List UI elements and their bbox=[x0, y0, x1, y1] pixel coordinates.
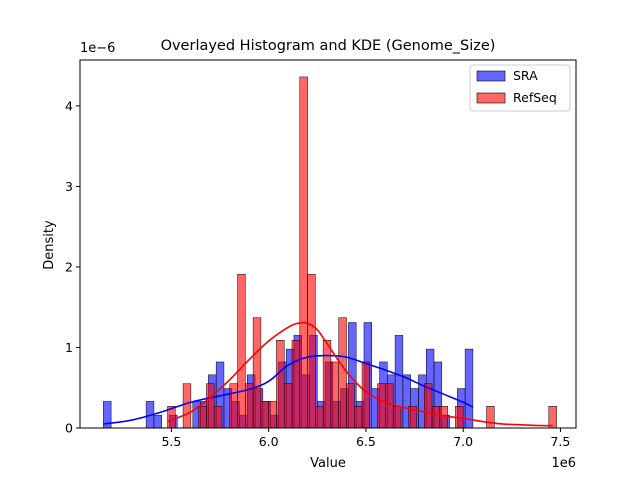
refseq-kde-line bbox=[167, 321, 553, 427]
refseq-histogram-bar bbox=[424, 383, 433, 429]
sra-kde-line bbox=[103, 354, 474, 425]
refseq-histogram-bar bbox=[361, 361, 371, 429]
refseq-histogram-bar bbox=[291, 339, 301, 429]
x-axis-label: Value bbox=[310, 456, 346, 471]
y-tick-label: 3 bbox=[65, 179, 73, 194]
x-tick-label: 7.5 bbox=[550, 434, 570, 449]
refseq-histogram-bar bbox=[299, 76, 308, 429]
refseq-histogram-bar bbox=[260, 401, 269, 429]
refseq-histogram-bar bbox=[486, 406, 495, 429]
refseq-histogram-bar bbox=[307, 273, 316, 429]
x-tick-label: 7.0 bbox=[453, 434, 473, 449]
refseq-histogram-bar bbox=[213, 406, 223, 429]
legend: SRA RefSeq bbox=[469, 64, 571, 112]
refseq-histogram-bar bbox=[229, 383, 238, 429]
x-tick-label: 5.5 bbox=[161, 434, 181, 449]
y-offset-label: 1e−6 bbox=[80, 41, 115, 56]
refseq-histogram-bar bbox=[338, 317, 347, 429]
legend-sra-swatch bbox=[476, 70, 506, 82]
refseq-histogram-bar bbox=[385, 383, 394, 429]
x-tick-label: 6.0 bbox=[259, 434, 279, 449]
y-tick-label: 2 bbox=[65, 259, 73, 274]
refseq-histogram-bar bbox=[252, 317, 262, 429]
refseq-histogram-bar bbox=[198, 406, 207, 429]
refseq-histogram-bar bbox=[322, 339, 332, 429]
y-tick-label: 4 bbox=[65, 98, 73, 113]
legend-sra-label: SRA bbox=[513, 68, 538, 83]
refseq-histogram-bar bbox=[182, 383, 192, 429]
y-axis-label: Density bbox=[42, 220, 57, 270]
x-axis-ticks: 5.5 6.0 6.5 7.0 7.5 bbox=[161, 428, 570, 449]
refseq-histogram-bar bbox=[346, 383, 355, 429]
refseq-histogram-bar bbox=[330, 361, 339, 429]
refseq-histogram-bar bbox=[548, 406, 557, 429]
refseq-histogram-bar bbox=[237, 273, 246, 429]
refseq-histogram-bar bbox=[354, 406, 363, 429]
refseq-histogram-bars bbox=[167, 76, 557, 429]
x-offset-label: 1e6 bbox=[551, 456, 576, 471]
refseq-histogram-bar bbox=[377, 383, 386, 429]
x-tick-label: 6.5 bbox=[356, 434, 376, 449]
legend-refseq-swatch bbox=[476, 92, 506, 104]
y-tick-label: 1 bbox=[65, 340, 73, 355]
legend-refseq-label: RefSeq bbox=[513, 90, 557, 105]
refseq-histogram-bar bbox=[392, 406, 402, 429]
sra-histogram-bar bbox=[153, 414, 162, 429]
chart-title: Overlayed Histogram and KDE (Genome_Size… bbox=[161, 38, 496, 54]
y-axis-ticks: 0 1 2 3 4 bbox=[65, 98, 80, 436]
refseq-histogram-bar bbox=[206, 383, 215, 429]
refseq-histogram-bar bbox=[431, 406, 441, 429]
refseq-histogram-bar bbox=[283, 383, 293, 429]
refseq-histogram-bar bbox=[268, 401, 277, 429]
refseq-histogram-bar bbox=[315, 406, 324, 429]
sra-histogram-bar bbox=[464, 348, 474, 429]
refseq-histogram-bar bbox=[276, 339, 285, 429]
axes-frame bbox=[79, 59, 577, 429]
y-tick-label: 0 bbox=[65, 421, 73, 436]
